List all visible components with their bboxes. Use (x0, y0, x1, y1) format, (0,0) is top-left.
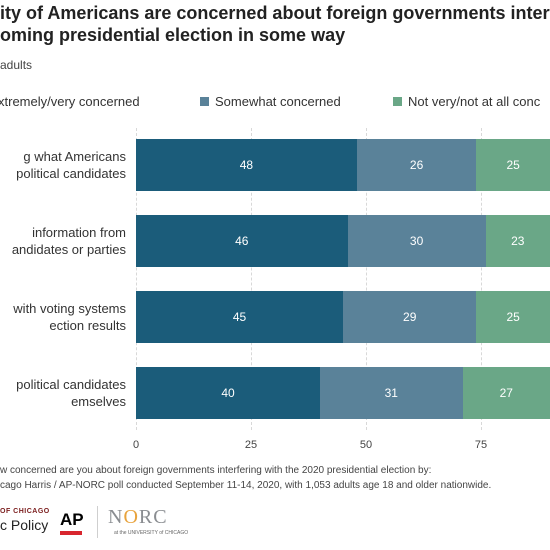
bar-value-label: 40 (221, 386, 235, 400)
gridline-75 (481, 128, 482, 430)
chart-subtitle: adults (0, 58, 33, 72)
bar-somewhat: 29 (343, 291, 477, 343)
category-label-line: emselves (71, 394, 126, 409)
bar-somewhat: 31 (320, 367, 463, 419)
bar-extremely: 45 (136, 291, 343, 343)
bar-extremely: 46 (136, 215, 348, 267)
gridline-50 (366, 128, 367, 430)
category-label: information from andidates or parties (12, 224, 126, 258)
chart-title-line2: oming presidential election in some way (0, 25, 346, 45)
category-label-line: information from (32, 225, 126, 240)
category-label-line: with voting systems (13, 301, 126, 316)
x-tick-label: 75 (474, 439, 488, 451)
harris-logo: OF CHICAGO c Policy (0, 508, 49, 538)
category-label-line: ection results (49, 318, 126, 333)
bar-value-label: 23 (511, 234, 525, 248)
bar-value-label: 45 (232, 310, 247, 324)
bar-value-label: 25 (506, 310, 520, 324)
bar-extremely: 48 (136, 139, 357, 191)
logo-divider (97, 506, 98, 538)
gridline-25 (251, 128, 252, 430)
bar-value-label: 25 (506, 158, 520, 172)
norc-logo-o: O (123, 506, 139, 528)
chart-title-line1: ity of Americans are concerned about for… (0, 3, 550, 23)
bar-not: 25 (476, 291, 550, 343)
norc-logo-rc: RC (138, 506, 168, 528)
harris-logo-line1: OF CHICAGO (0, 508, 50, 515)
harris-logo-line2: c Policy (0, 517, 49, 533)
bar-value-label: 48 (239, 158, 254, 172)
bar-value-label: 46 (235, 234, 249, 248)
gridline-0 (136, 128, 137, 430)
bar-value-label: 30 (409, 234, 424, 248)
legend-item-somewhat: Somewhat concerned (200, 94, 341, 109)
footnote-source: cago Harris / AP-NORC poll conducted Sep… (0, 480, 492, 491)
bar-value-label: 26 (409, 158, 424, 172)
legend-label-extremely: xtremely/very concerned (0, 94, 140, 109)
norc-logo: NORC (108, 506, 168, 529)
bar-extremely: 40 (136, 367, 320, 419)
category-label-line: andidates or parties (11, 242, 126, 257)
chart-title: ity of Americans are concerned about for… (0, 2, 550, 46)
legend-label-not: Not very/not at all conc (408, 94, 541, 109)
category-label-line: political candidates (16, 166, 126, 181)
logo-strip: OF CHICAGO c Policy AP NORC at the UNIVE… (0, 500, 550, 545)
legend-item-extremely: xtremely/very concerned (0, 94, 140, 109)
ap-logo: AP (60, 510, 84, 529)
legend-swatch-not (393, 97, 402, 106)
bar-value-label: 27 (499, 386, 513, 400)
legend-item-not: Not very/not at all conc (393, 94, 540, 109)
bar-value-label: 29 (403, 310, 417, 324)
x-tick-label: 25 (244, 439, 258, 451)
bar-not: 25 (476, 139, 550, 191)
bar-value-label: 31 (384, 386, 398, 400)
legend-label-somewhat: Somewhat concerned (215, 94, 341, 109)
bar-somewhat: 30 (347, 215, 486, 267)
legend-swatch-somewhat (200, 97, 209, 106)
category-label: with voting systems ection results (13, 300, 126, 334)
ap-logo-bar (60, 531, 82, 535)
legend: xtremely/very concerned Somewhat concern… (0, 94, 550, 112)
category-label-line: g what Americans (23, 149, 126, 164)
category-label-line: political candidates (16, 377, 126, 392)
x-tick-label: 0 (132, 439, 140, 451)
bar-somewhat: 26 (356, 139, 477, 191)
x-tick-label: 50 (359, 439, 373, 451)
norc-logo-subtitle: at the UNIVERSITY of CHICAGO (114, 530, 189, 536)
norc-logo-n: N (108, 506, 124, 528)
bar-not: 27 (462, 367, 550, 419)
bar-not: 23 (485, 215, 550, 267)
footnote-question: w concerned are you about foreign govern… (0, 465, 432, 476)
category-label: political candidates emselves (16, 376, 126, 410)
category-label: g what Americans political candidates (16, 148, 126, 182)
